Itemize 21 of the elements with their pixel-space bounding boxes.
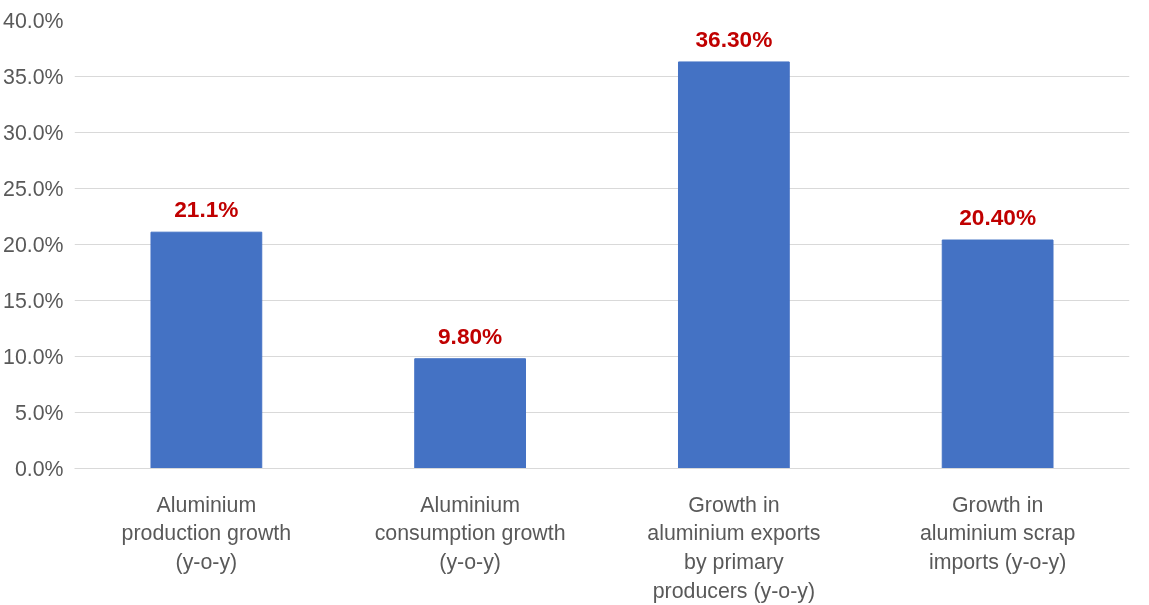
y-tick-label: 0.0% (14, 456, 64, 481)
data-label: 20.40% (959, 204, 1037, 231)
bar (677, 61, 790, 469)
x-tick-label: Aluminium production growth (y-o-y) (121, 492, 292, 575)
data-label: 21.1% (174, 196, 239, 223)
data-label: 36.30% (695, 25, 773, 52)
bar (941, 239, 1054, 469)
y-tick-label: 15.0% (3, 288, 64, 313)
y-tick-label: 10.0% (3, 344, 64, 369)
y-tick-label: 20.0% (3, 232, 64, 257)
x-tick-label: Aluminium consumption growth (y-o-y) (374, 492, 566, 575)
data-label: 9.80% (438, 322, 503, 349)
x-tick-label: Growth in aluminium exports by primary producers (y-o-y) (647, 492, 821, 603)
y-tick-label: 40.0% (3, 8, 64, 33)
y-tick-label: 25.0% (3, 176, 64, 201)
y-tick-label: 35.0% (3, 64, 64, 89)
bar (150, 231, 263, 469)
bar (414, 358, 527, 469)
x-tick-label: Growth in aluminium scrap imports (y-o-y) (919, 492, 1076, 575)
y-tick-label: 5.0% (14, 400, 64, 425)
y-tick-label: 30.0% (3, 120, 64, 145)
